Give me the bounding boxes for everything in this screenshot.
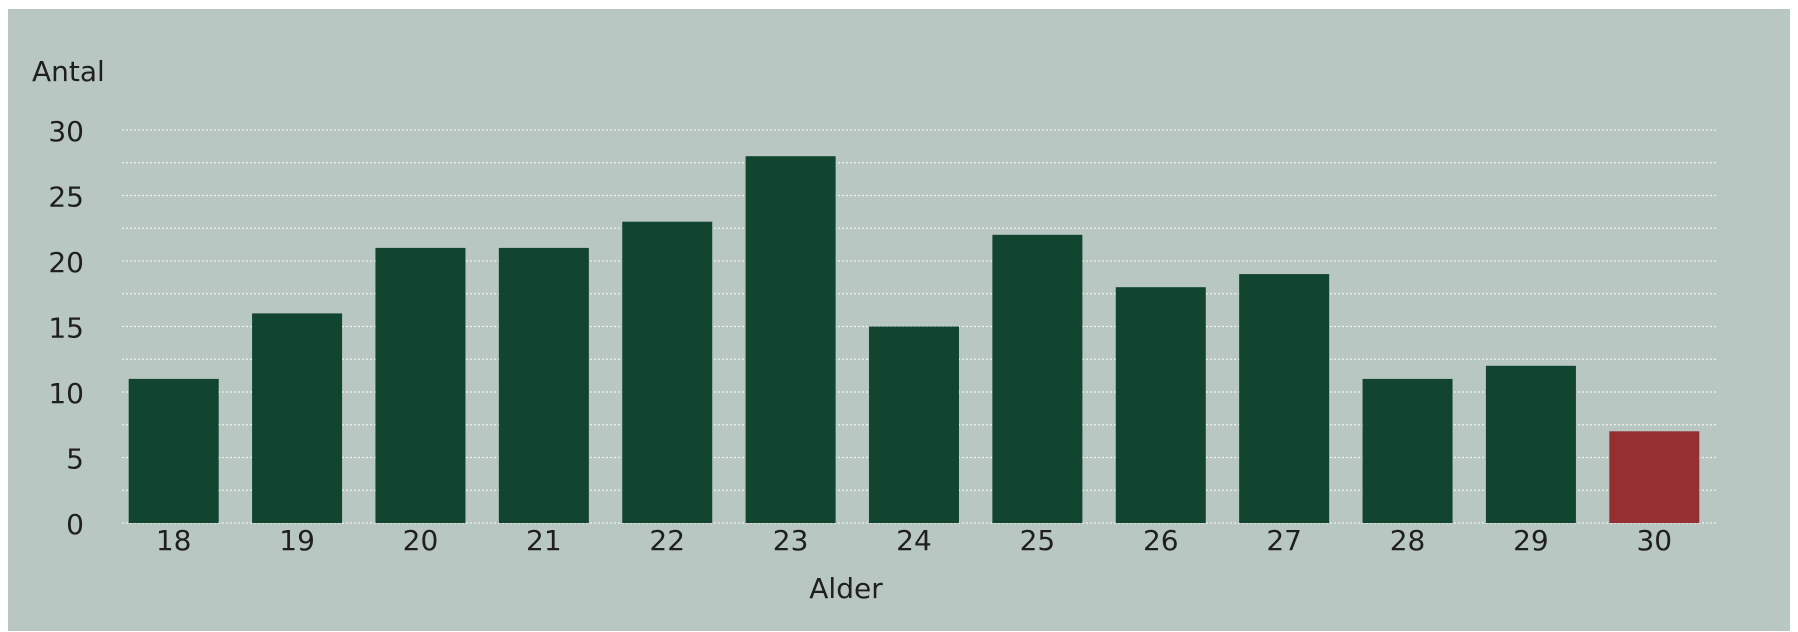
x-tick-label: 23: [773, 524, 809, 557]
x-tick-layer: 18 19 20 21 22 23 24 25 26 27 28 29 30: [156, 524, 1672, 557]
bar-21: [498, 247, 589, 523]
x-tick-label: 27: [1266, 524, 1302, 557]
bar-22: [622, 221, 713, 523]
x-tick-label: 18: [156, 524, 192, 557]
y-tick-label: 5: [66, 443, 84, 476]
y-tick-label: 20: [48, 246, 84, 279]
x-axis-title: Alder: [809, 572, 883, 605]
x-tick-label: 26: [1143, 524, 1179, 557]
y-tick-label: 10: [48, 377, 84, 410]
x-tick-label: 21: [526, 524, 562, 557]
x-tick-label: 24: [896, 524, 932, 557]
y-tick-layer: 0 5 10 15 20 25 30: [48, 115, 84, 541]
y-tick-label: 15: [48, 312, 84, 345]
bar-20: [375, 247, 466, 523]
x-tick-label: 25: [1020, 524, 1056, 557]
chart-panel: 0 5 10 15 20 25 30 18 19 20 21 22 23 24 25 26 27 28 29 30 …: [8, 9, 1790, 631]
bar-30: [1609, 431, 1700, 523]
bar-19: [252, 313, 343, 523]
x-tick-label: 30: [1636, 524, 1672, 557]
bar-29: [1485, 365, 1576, 523]
x-tick-label: 20: [403, 524, 439, 557]
bar-28: [1362, 378, 1453, 523]
bar-18: [128, 378, 219, 523]
x-tick-label: 19: [279, 524, 315, 557]
y-tick-label: 30: [48, 115, 84, 148]
y-axis-title: Antal: [32, 55, 105, 88]
bar-25: [992, 234, 1083, 524]
x-tick-label: 22: [649, 524, 685, 557]
x-tick-label: 28: [1390, 524, 1426, 557]
y-tick-label: 25: [48, 181, 84, 214]
x-tick-label: 29: [1513, 524, 1549, 557]
bar-26: [1115, 287, 1206, 523]
y-tick-label: 0: [66, 508, 84, 541]
bar-24: [869, 326, 959, 523]
bar-23: [745, 156, 836, 523]
bar-27: [1239, 274, 1330, 523]
bar-layer: [128, 156, 1700, 524]
